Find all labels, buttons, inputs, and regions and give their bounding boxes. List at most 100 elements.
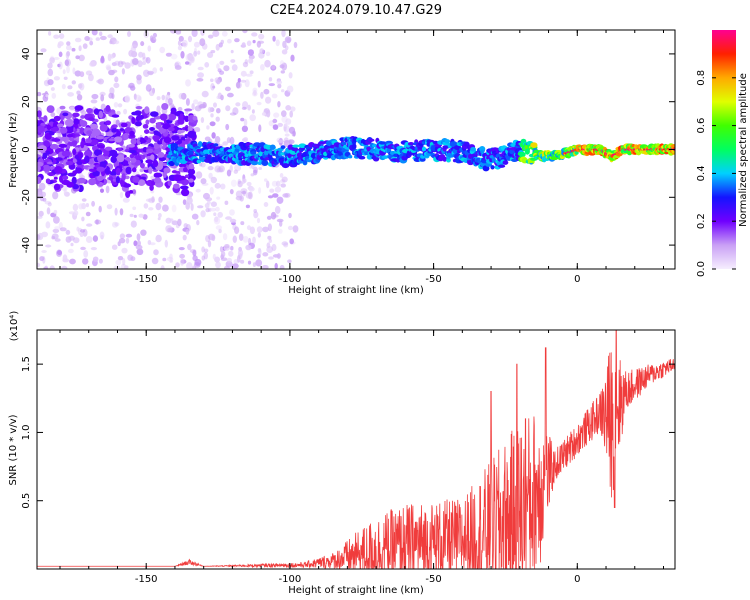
spectrogram-cell (180, 92, 187, 100)
spectrogram-cell (66, 41, 71, 46)
spectrogram-cell (279, 264, 285, 269)
spectrogram-cell (229, 136, 235, 145)
spectrogram-cell (192, 116, 198, 121)
spectrogram-cell (269, 144, 276, 150)
spectrogram-cell (277, 83, 282, 89)
spectrogram-cell (86, 130, 93, 135)
spectrogram-cell (150, 37, 157, 43)
spectrogram-cell (113, 82, 120, 89)
spectrogram-cell (298, 143, 307, 148)
spectrogram-cell (84, 155, 90, 164)
spectrogram-cell (106, 66, 112, 71)
spectrogram-cell (66, 65, 70, 74)
spectrogram-cell (89, 61, 96, 67)
spectrogram-cell (37, 125, 45, 133)
spectrogram-cell (257, 80, 261, 88)
spectrogram-cell (90, 99, 98, 104)
spectrogram-cell (287, 259, 292, 264)
spectrogram-cell (167, 227, 173, 233)
spectrogram-cell (229, 189, 234, 195)
spectrogram-cell (51, 126, 60, 132)
spectrogram-cell (277, 122, 284, 127)
spectrogram-cell (288, 139, 295, 144)
spectrogram-cell (79, 127, 84, 135)
spectrogram-cell (111, 128, 117, 133)
spectrogram-cell (227, 38, 232, 44)
spectrogram-cell (149, 127, 155, 131)
spectrogram-cell (155, 234, 162, 243)
spectrogram-cell (200, 178, 207, 185)
spectrogram-cell (115, 259, 122, 266)
colorbar-gradient (712, 30, 736, 269)
spectrogram-cell (124, 62, 131, 69)
spectrogram-cell (41, 250, 47, 253)
spectrogram-cell (119, 179, 125, 186)
spectrogram-cell (288, 72, 293, 79)
spectrogram-cell (281, 89, 285, 93)
spectrogram-cell (92, 235, 98, 242)
spectrogram-cell (213, 212, 217, 216)
spectrogram-cell (253, 89, 257, 96)
spectrogram-cell (123, 160, 129, 165)
colorbar-tick-label: 0.6 (696, 118, 707, 134)
spectrogram-cell (74, 105, 84, 111)
spectrogram-cell (85, 236, 93, 243)
spectrogram-cell (129, 213, 134, 218)
spectrogram-cell (168, 151, 173, 156)
spectrogram-cell (108, 149, 118, 156)
spectrogram-cell (60, 136, 68, 141)
spectrogram-cell (162, 257, 167, 262)
spectrogram-cell (259, 48, 265, 54)
spectrogram-cell (249, 226, 255, 235)
spectrogram-cell (197, 50, 201, 55)
spectrogram-cell (144, 129, 150, 135)
spectrogram-cell (140, 41, 145, 47)
spectrogram-cell (249, 70, 254, 75)
spectrogram-cell (215, 261, 221, 269)
spectrogram-cell (58, 61, 63, 70)
spectrogram-cell (127, 31, 131, 37)
spectrogram-cell (230, 59, 236, 63)
spectrogram-cell (284, 133, 290, 137)
spectrogram-cell (185, 228, 190, 235)
spectrogram-cell (214, 136, 221, 144)
spectrogram-cell (245, 244, 252, 251)
spectrogram-cell (58, 222, 63, 230)
spectrogram-cell (130, 157, 137, 163)
spectrogram-cell (99, 124, 108, 132)
spectrogram-cell (142, 214, 148, 220)
spectrogram-cell (125, 166, 132, 175)
spectrogram-cell (276, 218, 284, 223)
spectrogram-cell (256, 226, 263, 233)
spectrogram-cell (261, 265, 269, 269)
spectrogram-cell (286, 85, 294, 93)
spectrogram-cell (46, 105, 55, 113)
spectrogram-cell (196, 128, 201, 132)
spectrogram-cell (214, 216, 219, 223)
spectrogram-cell (148, 207, 154, 211)
spectrogram-cell (71, 176, 77, 185)
spectrogram-cell (53, 216, 60, 224)
spectrogram-cell (252, 236, 256, 244)
spectrogram-cell (184, 115, 190, 123)
spectrogram-cell (284, 36, 292, 43)
spectrogram-cell (210, 207, 217, 212)
spectrogram-cell (47, 68, 54, 77)
spectrogram-cell (152, 135, 160, 141)
spectrogram-cell (148, 197, 156, 204)
spectrogram-cell (45, 244, 52, 248)
spectrogram-cell (272, 35, 276, 42)
spectrogram-cell (111, 69, 118, 74)
spectrogram-cell (111, 62, 117, 67)
spectrogram-cell (51, 92, 57, 99)
spectrogram-cell (130, 220, 137, 228)
spectrogram-cell (100, 94, 105, 102)
spectrogram-cell (81, 198, 87, 202)
spectrogram-cell (171, 220, 179, 226)
spectrogram-cell (122, 258, 126, 266)
spectrogram-cell (61, 83, 66, 90)
spectrogram-cell (287, 225, 293, 231)
spectrogram-cell (162, 204, 169, 212)
spectrogram-cell (251, 109, 255, 114)
spectrogram-cell (273, 112, 280, 118)
